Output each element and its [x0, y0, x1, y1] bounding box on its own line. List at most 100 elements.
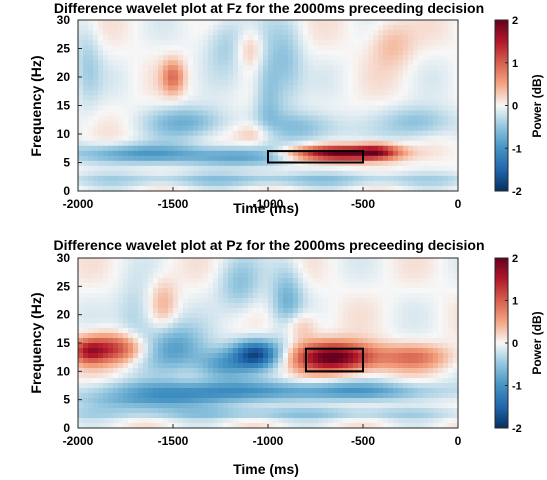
- heatmap-cell: [373, 353, 379, 359]
- heatmap-cell: [168, 273, 174, 279]
- heatmap-cell: [168, 110, 174, 117]
- heatmap-cell: [443, 85, 449, 92]
- heatmap-cell: [418, 338, 424, 344]
- heatmap-cell: [173, 185, 179, 192]
- heatmap-cell: [378, 165, 384, 172]
- heatmap-cell: [393, 150, 399, 157]
- heatmap-cell: [203, 348, 209, 354]
- heatmap-cell: [103, 110, 109, 117]
- heatmap-cell: [313, 323, 319, 329]
- heatmap-cell: [393, 125, 399, 132]
- heatmap-cell: [318, 135, 324, 142]
- heatmap-cell: [218, 388, 224, 394]
- heatmap-cell: [178, 388, 184, 394]
- heatmap-cell: [338, 378, 344, 384]
- heatmap-cell: [188, 323, 194, 329]
- heatmap-cell: [333, 348, 339, 354]
- heatmap-cell: [128, 115, 134, 122]
- heatmap-cell: [173, 268, 179, 274]
- heatmap-cell: [433, 35, 439, 41]
- heatmap-cell: [323, 348, 329, 354]
- heatmap-cell: [423, 150, 429, 157]
- heatmap-cell: [228, 185, 234, 192]
- heatmap-cell: [248, 293, 254, 299]
- heatmap-cell: [108, 288, 114, 294]
- heatmap-cell: [403, 50, 409, 56]
- heatmap-cell: [418, 40, 424, 46]
- heatmap-cell: [433, 383, 439, 389]
- heatmap-cell: [173, 40, 179, 46]
- heatmap-cell: [443, 115, 449, 122]
- heatmap-cell: [398, 90, 404, 97]
- heatmap-cell: [183, 45, 189, 51]
- heatmap-cell: [268, 338, 274, 344]
- heatmap-cell: [373, 175, 379, 182]
- heatmap-cell: [408, 283, 414, 289]
- heatmap-cell: [98, 323, 104, 329]
- heatmap-cell: [363, 145, 369, 152]
- heatmap-cell: [158, 368, 164, 374]
- heatmap-cell: [453, 348, 459, 354]
- heatmap-cell: [98, 20, 104, 26]
- heatmap-cell: [158, 373, 164, 379]
- heatmap-cell: [113, 25, 119, 31]
- heatmap-cell: [223, 25, 229, 31]
- heatmap-cell: [298, 373, 304, 379]
- heatmap-cell: [78, 45, 84, 51]
- heatmap-cell: [173, 55, 179, 61]
- heatmap-cell: [83, 115, 89, 122]
- heatmap-cell: [403, 353, 409, 359]
- heatmap-cell: [148, 145, 154, 152]
- heatmap-cell: [138, 338, 144, 344]
- heatmap-cell: [213, 100, 219, 107]
- heatmap-cell: [183, 363, 189, 369]
- heatmap-cell: [188, 120, 194, 127]
- heatmap-cell: [133, 150, 139, 157]
- heatmap-cell: [318, 358, 324, 364]
- heatmap-cell: [228, 343, 234, 349]
- heatmap-cell: [123, 60, 129, 66]
- heatmap-cell: [408, 328, 414, 334]
- heatmap-cell: [163, 308, 169, 314]
- heatmap-cell: [438, 125, 444, 132]
- heatmap-cell: [353, 363, 359, 369]
- heatmap-cell: [203, 403, 209, 409]
- heatmap-cell: [218, 328, 224, 334]
- heatmap-cell: [138, 268, 144, 274]
- heatmap-cell: [228, 155, 234, 162]
- heatmap-cell: [383, 90, 389, 97]
- heatmap-cell: [323, 278, 329, 284]
- heatmap-cell: [143, 268, 149, 274]
- heatmap-cell: [293, 65, 299, 71]
- heatmap-cell: [363, 65, 369, 71]
- heatmap-cell: [228, 125, 234, 132]
- heatmap-cell: [228, 323, 234, 329]
- heatmap-cell: [443, 393, 449, 399]
- heatmap-cell: [278, 358, 284, 364]
- heatmap-cell: [228, 338, 234, 344]
- heatmap-cell: [263, 20, 269, 26]
- heatmap-cell: [163, 368, 169, 374]
- heatmap-cell: [93, 383, 99, 389]
- heatmap-cell: [333, 75, 339, 81]
- heatmap-cell: [398, 140, 404, 147]
- heatmap-cell: [168, 348, 174, 354]
- heatmap-cell: [138, 263, 144, 269]
- heatmap-cell: [383, 398, 389, 404]
- heatmap-cell: [178, 408, 184, 414]
- heatmap-cell: [108, 30, 114, 36]
- heatmap-cell: [358, 40, 364, 46]
- heatmap-cell: [263, 368, 269, 374]
- heatmap-cell: [313, 115, 319, 122]
- heatmap-cell: [243, 393, 249, 399]
- heatmap-cell: [163, 353, 169, 359]
- heatmap-cell: [278, 110, 284, 117]
- heatmap-cell: [393, 185, 399, 192]
- heatmap-cell: [98, 383, 104, 389]
- heatmap-cell: [388, 388, 394, 394]
- heatmap-cell: [348, 303, 354, 309]
- heatmap-cell: [293, 110, 299, 117]
- heatmap-cell: [208, 333, 214, 339]
- heatmap-cell: [328, 150, 334, 157]
- heatmap-cell: [383, 155, 389, 162]
